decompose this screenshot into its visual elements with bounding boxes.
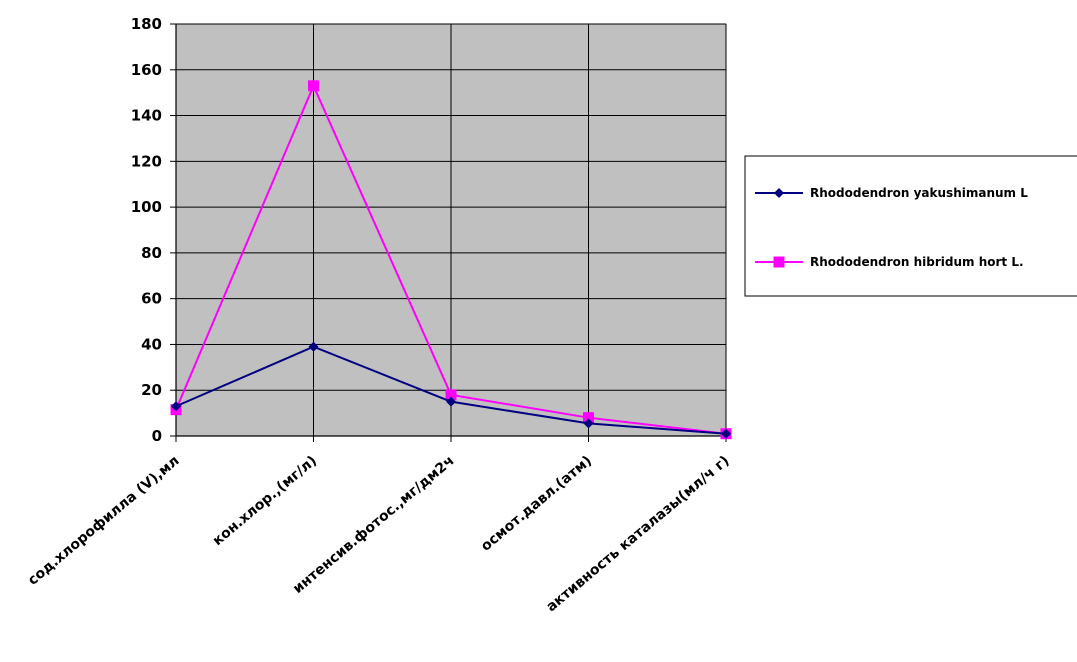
legend-item: Rhododendron yakushimanum L [755, 186, 1028, 200]
diamond-marker [721, 428, 731, 439]
gridlines [176, 23, 727, 436]
square-marker [308, 80, 319, 92]
square-marker [445, 389, 457, 401]
legend-label: Rhododendron hibridum hort L. [810, 255, 1024, 269]
y-tick-label: 40 [141, 335, 162, 353]
y-tick-label: 180 [131, 15, 162, 33]
y-tick-label: 160 [131, 61, 162, 79]
series-1 [171, 341, 731, 439]
y-tick-label: 60 [141, 290, 162, 308]
y-tick-label: 140 [131, 107, 162, 125]
diamond-marker [774, 188, 784, 198]
y-tick-label: 120 [131, 152, 162, 170]
square-marker [773, 256, 785, 268]
y-axis-ticks: 0 20 40 60 80 100 120 140 160 180 [131, 15, 162, 445]
x-tick-label: интенсив.фотос.,мг/дм2ч [290, 453, 457, 597]
legend-box [744, 155, 1077, 297]
y-tick-label: 100 [131, 198, 162, 216]
axes [170, 23, 727, 442]
series-group [170, 80, 732, 440]
x-axis-ticks: сод.хлорофилла (V),мл кон.хлор.,(мг/л)инт… [25, 453, 733, 615]
legend: Rhododendron yakushimanum L Rhododendron … [744, 155, 1077, 297]
y-tick-label: 0 [152, 427, 162, 445]
diamond-marker [308, 341, 319, 352]
diamond-marker [446, 396, 456, 407]
x-tick-label: осмот.давл.(атм) [478, 453, 595, 555]
diamond-marker [583, 418, 594, 429]
y-tick-label: 20 [141, 381, 162, 399]
y-tick-label: 80 [141, 244, 162, 262]
diamond-marker [171, 401, 181, 412]
legend-item: Rhododendron hibridum hort L. [755, 255, 1024, 269]
x-tick-label: сод.хлорофилла (V),мл [25, 453, 183, 589]
x-tick-label: кон.хлор.,(мг/л) [210, 453, 320, 549]
square-marker [583, 412, 594, 424]
legend-label: Rhododendron yakushimanum L [810, 186, 1028, 200]
